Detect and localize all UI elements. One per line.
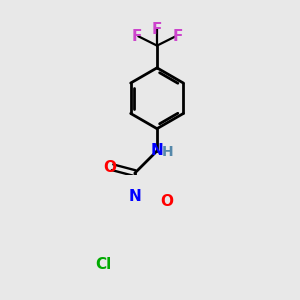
Text: O: O	[160, 194, 173, 209]
Text: H: H	[162, 145, 173, 159]
Text: N: N	[128, 189, 141, 204]
Text: Cl: Cl	[96, 257, 112, 272]
Text: N: N	[151, 143, 164, 158]
Text: F: F	[172, 29, 183, 44]
Text: F: F	[152, 22, 162, 37]
Text: F: F	[131, 29, 142, 44]
Text: O: O	[103, 160, 116, 175]
